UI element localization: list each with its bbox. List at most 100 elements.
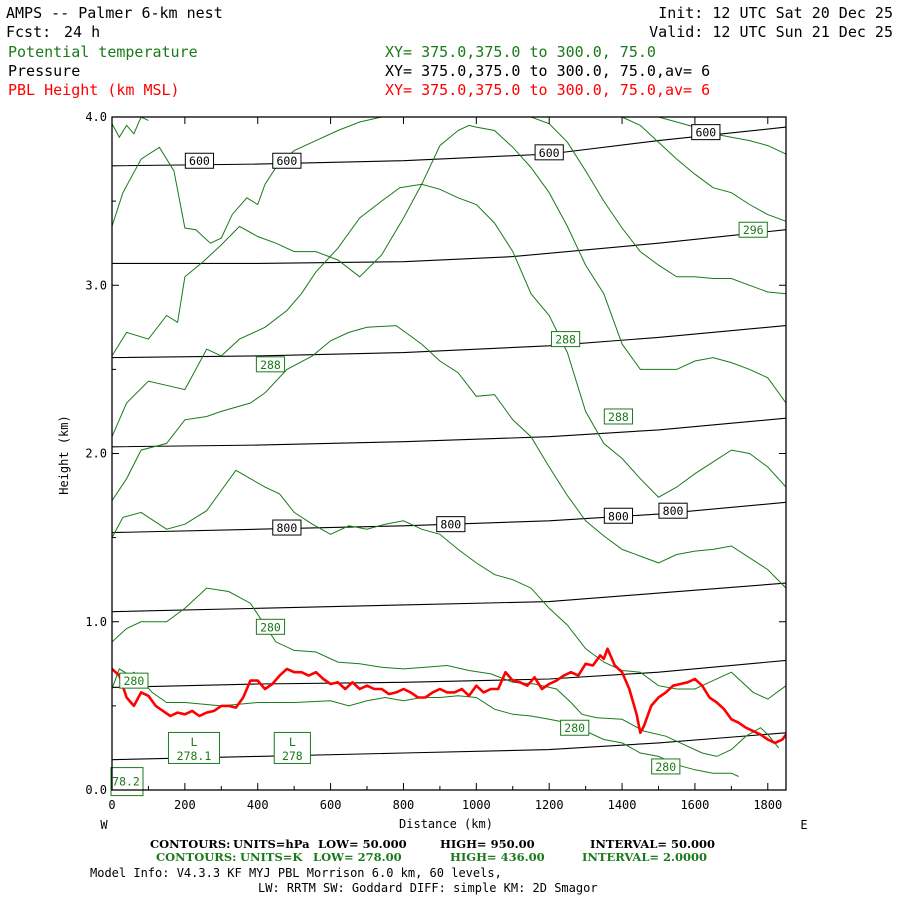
pbl-height-line — [112, 647, 786, 745]
theta-label-4-box — [255, 356, 286, 373]
pressure-label-6: 800 — [603, 507, 634, 524]
pressure-label-1: 600 — [272, 152, 302, 169]
theta-contour-1 — [112, 587, 780, 757]
theta-label-0: 280 — [255, 618, 286, 635]
field-theta-xy: XY= 375.0,375.0 to 300.0, 75.0 — [385, 43, 656, 61]
low-marker-box — [110, 767, 144, 797]
theta-label-0-text: 280 — [260, 620, 281, 634]
theta-label-1-box — [119, 672, 149, 689]
x-tick-label: 200 — [174, 798, 196, 812]
chart-title: AMPS -- Palmer 6-km nest — [6, 4, 223, 22]
pressure-contour-600 — [112, 126, 786, 167]
theta-label-5-text: 288 — [555, 333, 576, 347]
pbl-height-layer — [112, 647, 786, 745]
pressure-label-5-box — [436, 516, 466, 533]
axes: 0 200 400 600 800 1000 1200 1400 1600 1800 0.0 1.0 2… — [85, 110, 786, 812]
theta-label-6: 288 — [603, 408, 634, 425]
footer-pressure-low: LOW= 50.000 — [318, 837, 407, 851]
pressure-contours — [112, 126, 786, 761]
pressure-contour-950 — [112, 732, 786, 761]
pressure-label-2: 600 — [534, 144, 564, 161]
low-marker-value: 78.2 — [112, 775, 140, 789]
pressure-contour-650 — [112, 229, 786, 264]
theta-contour-8 — [621, 117, 786, 222]
pressure-label-5-text: 800 — [440, 518, 461, 532]
pressure-label-0: 600 — [184, 152, 215, 169]
theta-label-1-text: 280 — [123, 674, 144, 688]
theta-contour-7 — [530, 117, 786, 295]
theta-contour-10 — [112, 117, 149, 139]
field-pbl-name: PBL Height (km MSL) — [8, 81, 180, 99]
low-marker-box — [273, 731, 311, 764]
pressure-label-3: 600 — [691, 124, 721, 141]
pressure-label-7: 800 — [658, 502, 688, 519]
y-axis-label: Height (km) — [57, 415, 71, 494]
footer-theta-units: UNITS=K — [240, 850, 303, 864]
footer-theta-line: CONTOURS: UNITS=K LOW= 278.00 HIGH= 436.… — [156, 850, 707, 864]
theta-contour-3 — [112, 325, 786, 589]
footer-theta-high: HIGH= 436.00 — [450, 850, 545, 864]
pressure-label-3-text: 600 — [695, 126, 716, 140]
pressure-label-7-box — [658, 502, 688, 519]
theta-label-6-box — [603, 408, 634, 425]
theta-contour-9 — [658, 117, 786, 155]
pressure-label-7-text: 800 — [663, 504, 684, 518]
field-pbl-xy: XY= 375.0,375.0 to 300.0, 75.0,av= 6 — [385, 81, 710, 99]
valid-time: Valid: 12 UTC Sun 21 Dec 25 — [649, 23, 893, 41]
pressure-contour-850 — [112, 582, 786, 613]
theta-label-6-text: 288 — [608, 410, 629, 424]
low-marker-2: 78.2 — [110, 767, 144, 797]
low-marker-value: 278 — [282, 749, 303, 763]
x-tick-label: 1200 — [535, 798, 564, 812]
theta-label-2: 280 — [560, 719, 590, 736]
pressure-label-2-text: 600 — [539, 146, 560, 160]
pressure-label-3-box — [691, 124, 721, 141]
theta-label-5-box — [550, 331, 581, 348]
x-tick-label: 1800 — [753, 798, 782, 812]
footer-physics-info: LW: RRTM SW: Goddard DIFF: simple KM: 2D… — [258, 881, 598, 895]
theta-label-2-box — [560, 719, 590, 736]
theta-contour-4 — [112, 183, 786, 498]
theta-label-0-box — [255, 618, 286, 635]
low-marker-box — [167, 731, 220, 764]
pressure-label-0-box — [184, 152, 215, 169]
theta-contour-6 — [112, 117, 404, 244]
y-tick-label: 3.0 — [85, 278, 107, 292]
theta-label-1: 280 — [119, 672, 149, 689]
pressure-label-6-text: 800 — [608, 509, 629, 523]
y-tick-label: 0.0 — [85, 783, 107, 797]
footer-pressure-line: CONTOURS: UNITS=hPa LOW= 50.000 HIGH= 95… — [150, 837, 715, 851]
field-pressure-name: Pressure — [8, 62, 80, 80]
x-axis-label: Distance (km) — [399, 817, 493, 831]
y-tick-label: 2.0 — [85, 447, 107, 461]
pressure-label-5: 800 — [436, 516, 466, 533]
pressure-contour-700 — [112, 325, 786, 359]
theta-label-4-text: 288 — [260, 358, 281, 372]
footer-pressure-units: UNITS=hPa — [233, 837, 310, 851]
fcst-value: 24 h — [64, 23, 100, 41]
theta-label-7-text: 296 — [743, 223, 764, 237]
theta-label-5: 288 — [550, 331, 581, 348]
pressure-label-4-box — [272, 519, 302, 536]
theta-label-3: 280 — [651, 758, 681, 775]
x-tick-label: 1000 — [462, 798, 491, 812]
low-marker-letter: L — [191, 735, 198, 749]
pressure-label-1-box — [272, 152, 302, 169]
contour-labels: 600 600 600 600 800 800 800 800 280 280 280 280 288 2… — [110, 124, 768, 797]
west-label: W — [100, 818, 108, 832]
x-tick-label: 0 — [108, 798, 115, 812]
x-tick-label: 1600 — [680, 798, 709, 812]
y-tick-label: 4.0 — [85, 110, 107, 124]
pressure-label-2-box — [534, 144, 564, 161]
footer-pressure-contours: CONTOURS: — [150, 837, 230, 851]
theta-contour-0 — [112, 668, 739, 777]
pressure-label-4-text: 800 — [276, 521, 297, 535]
y-tick-label: 1.0 — [85, 615, 107, 629]
x-tick-label: 1400 — [608, 798, 637, 812]
theta-contours — [112, 117, 786, 777]
pressure-label-0-text: 600 — [189, 154, 210, 168]
theta-label-4: 288 — [255, 356, 286, 373]
